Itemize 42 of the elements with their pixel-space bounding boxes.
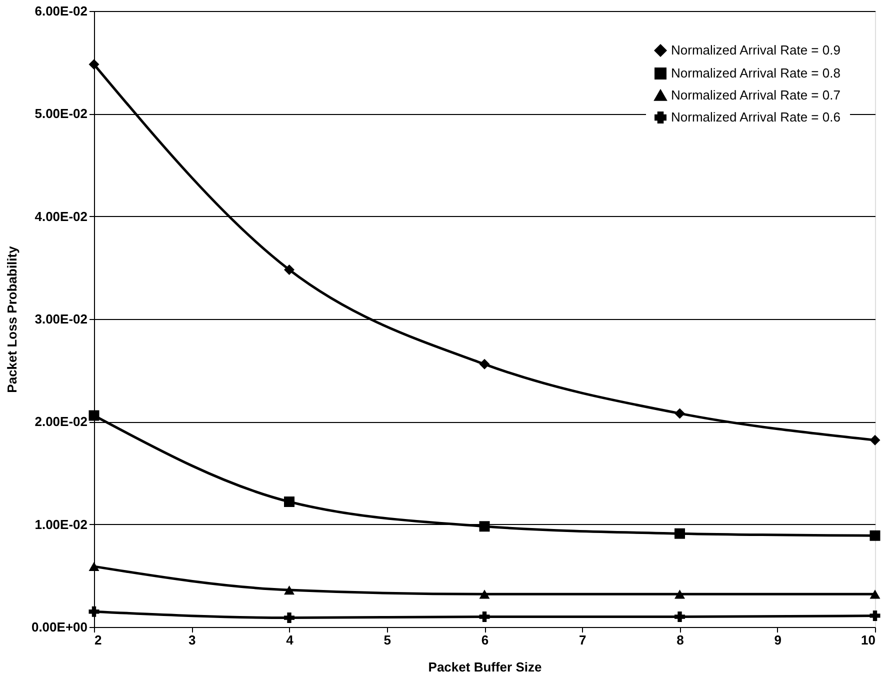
legend-label: Normalized Arrival Rate = 0.7	[671, 88, 840, 102]
x-tick-label: 7	[579, 632, 586, 648]
point	[674, 528, 685, 539]
point	[284, 612, 294, 624]
y-tick-label: 0.00E+00	[31, 620, 88, 634]
point	[870, 590, 880, 599]
y-tick-label: 6.00E-02	[34, 4, 88, 18]
x-tick-label: 8	[676, 632, 684, 648]
point	[870, 434, 880, 446]
point	[88, 562, 100, 571]
x-tick-label: 10	[861, 632, 876, 648]
legend-label: Normalized Arrival Rate = 0.6	[671, 110, 840, 124]
y-axis-title: Packet Loss Probability	[4, 245, 20, 393]
point	[674, 590, 685, 599]
point	[479, 358, 490, 370]
point	[88, 59, 100, 70]
y-tick-label: 3.00E-02	[34, 312, 88, 326]
x-tick-label: 9	[774, 632, 782, 648]
point	[284, 496, 294, 507]
y-tick-label: 2.00E-02	[34, 414, 88, 430]
point	[870, 530, 880, 541]
point	[479, 521, 490, 532]
x-axis-title: Packet Buffer Size	[428, 660, 542, 674]
x-tick-label: 4	[286, 632, 294, 648]
legend-label: Normalized Arrival Rate = 0.9	[671, 42, 840, 58]
y-tick-label: 1.00E-02	[34, 516, 88, 532]
point	[479, 611, 490, 622]
x-tick-label: 2	[94, 632, 102, 648]
point	[479, 590, 490, 599]
legend-label: Normalized Arrival Rate = 0.8	[671, 66, 840, 80]
point	[674, 408, 685, 419]
point	[870, 610, 880, 621]
x-tick-label: 5	[384, 632, 391, 648]
point	[674, 611, 685, 622]
x-tick-label: 3	[188, 632, 196, 648]
point	[284, 264, 294, 275]
point	[88, 606, 100, 617]
point	[284, 586, 294, 595]
x-tick-label: 6	[481, 632, 489, 648]
y-tick-label: 4.00E-02	[34, 208, 88, 224]
point	[88, 410, 100, 421]
y-tick-label: 5.00E-02	[34, 106, 88, 122]
